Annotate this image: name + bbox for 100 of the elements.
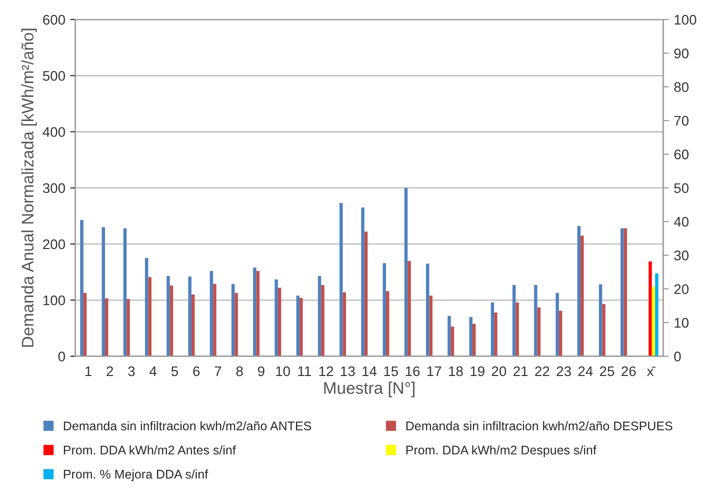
- x-tick-label: x̄: [646, 366, 656, 376]
- x-tick-label: 20: [492, 366, 506, 376]
- bar: [490, 302, 494, 356]
- x-tick-label: 14: [362, 366, 377, 376]
- y-tick-label: 600: [43, 14, 66, 25]
- x-tick-label: 5: [171, 366, 178, 376]
- x-tick-label: 9: [258, 366, 264, 376]
- y2-tick-label: 90: [674, 48, 689, 58]
- x-tick-label: 26: [622, 366, 636, 376]
- bar: [516, 302, 519, 356]
- bar: [191, 294, 195, 356]
- x-tick-label: 6: [193, 366, 200, 376]
- y2-tick-label: 70: [674, 116, 689, 126]
- x-tick-label: 15: [384, 366, 398, 376]
- bar: [382, 263, 386, 356]
- y-tick-label: 300: [42, 183, 66, 194]
- bar: [144, 258, 148, 356]
- bar: [296, 296, 300, 356]
- bar: [210, 270, 214, 356]
- bar: [253, 268, 256, 356]
- bar: [408, 260, 411, 356]
- y-tick-label: 100: [43, 295, 66, 306]
- y2-tick-label: 40: [674, 216, 689, 227]
- x-tick-label: 12: [319, 366, 334, 376]
- bar: [577, 226, 581, 356]
- bar: [83, 292, 87, 356]
- y-tick-label: 500: [42, 70, 66, 81]
- y-tick-label: 0: [58, 352, 66, 362]
- bar: [537, 307, 541, 356]
- x-tick-label: 2: [106, 366, 114, 376]
- bar: [126, 299, 130, 356]
- x-tick-label: 10: [276, 366, 290, 376]
- x-tick-label: 21: [514, 366, 528, 376]
- bar: [580, 236, 584, 356]
- x-tick-label: 1: [85, 366, 92, 376]
- bar: [234, 292, 238, 356]
- x-tick-label: 4: [150, 366, 157, 376]
- y2-tick-label: 100: [674, 14, 696, 25]
- bar: [429, 296, 432, 356]
- bar: [450, 326, 454, 356]
- y2-tick-label: 60: [674, 150, 689, 160]
- bar: [556, 292, 559, 356]
- bar: [558, 310, 562, 356]
- bar: [170, 286, 174, 356]
- x-tick-label: 24: [578, 366, 593, 376]
- y-axis-title: Demanda Anual Normalizada [kWh/m²/año]: [21, 28, 37, 347]
- x-tick-label: 22: [535, 366, 550, 376]
- bar: [300, 298, 303, 356]
- bar: [364, 232, 368, 356]
- y-tick-label: 400: [42, 127, 66, 137]
- bar: [123, 228, 127, 356]
- bar: [80, 220, 84, 356]
- bar: [231, 284, 235, 356]
- bar: [494, 312, 498, 356]
- bar: [274, 279, 278, 356]
- bar: [512, 284, 516, 356]
- bar: [340, 203, 343, 356]
- y2-tick-label: 20: [674, 284, 689, 294]
- legend-label: Prom. % Mejora DDA s/inf: [64, 469, 208, 482]
- legend-label: Prom. DDA kWh/m2 Despues s/inf: [406, 445, 596, 457]
- bar: [105, 298, 108, 356]
- bar: [386, 291, 390, 356]
- y2-tick-label: 50: [674, 183, 689, 194]
- bar: [469, 316, 472, 356]
- y-tick-label: 200: [43, 239, 66, 250]
- bar: [598, 284, 602, 356]
- x-tick-label: 17: [427, 366, 442, 376]
- bar: [342, 292, 346, 356]
- bar: [648, 261, 652, 356]
- x-tick-label: 3: [128, 366, 135, 376]
- x-tick-label: 13: [340, 366, 355, 376]
- bar: [256, 270, 260, 356]
- bar: [188, 276, 192, 356]
- y2-tick-label: 10: [674, 318, 689, 328]
- x-tick-label: 25: [600, 366, 614, 376]
- x-tick-label: 18: [449, 366, 463, 376]
- bar: [602, 304, 606, 356]
- bar: [448, 316, 451, 356]
- x-tick-label: 7: [214, 366, 222, 376]
- x-tick-label: 8: [236, 366, 243, 376]
- bar: [404, 188, 408, 356]
- bar: [620, 228, 624, 356]
- legend-label: Demanda sin infiltracion kwh/m2/año ANTES: [64, 421, 312, 430]
- legend-label: Demanda sin infiltracion kwh/m2/año DESPUES: [406, 421, 672, 430]
- bar: [321, 284, 324, 356]
- bar: [166, 276, 170, 356]
- bar: [213, 284, 216, 356]
- bar: [426, 264, 430, 356]
- bar: [361, 208, 364, 356]
- bar: [534, 284, 538, 356]
- bar: [318, 276, 322, 356]
- bar: [148, 277, 152, 356]
- x-tick-label: 19: [470, 366, 484, 376]
- y2-tick-label: 80: [674, 82, 689, 92]
- y2-tick-label: 0: [674, 352, 681, 362]
- x-tick-label: 23: [556, 366, 571, 376]
- bar: [472, 324, 476, 356]
- x-axis-title: Muestra [N°]: [324, 382, 414, 398]
- bar: [624, 228, 628, 356]
- legend-label: Prom. DDA kWh/m2 Antes s/inf: [64, 445, 236, 455]
